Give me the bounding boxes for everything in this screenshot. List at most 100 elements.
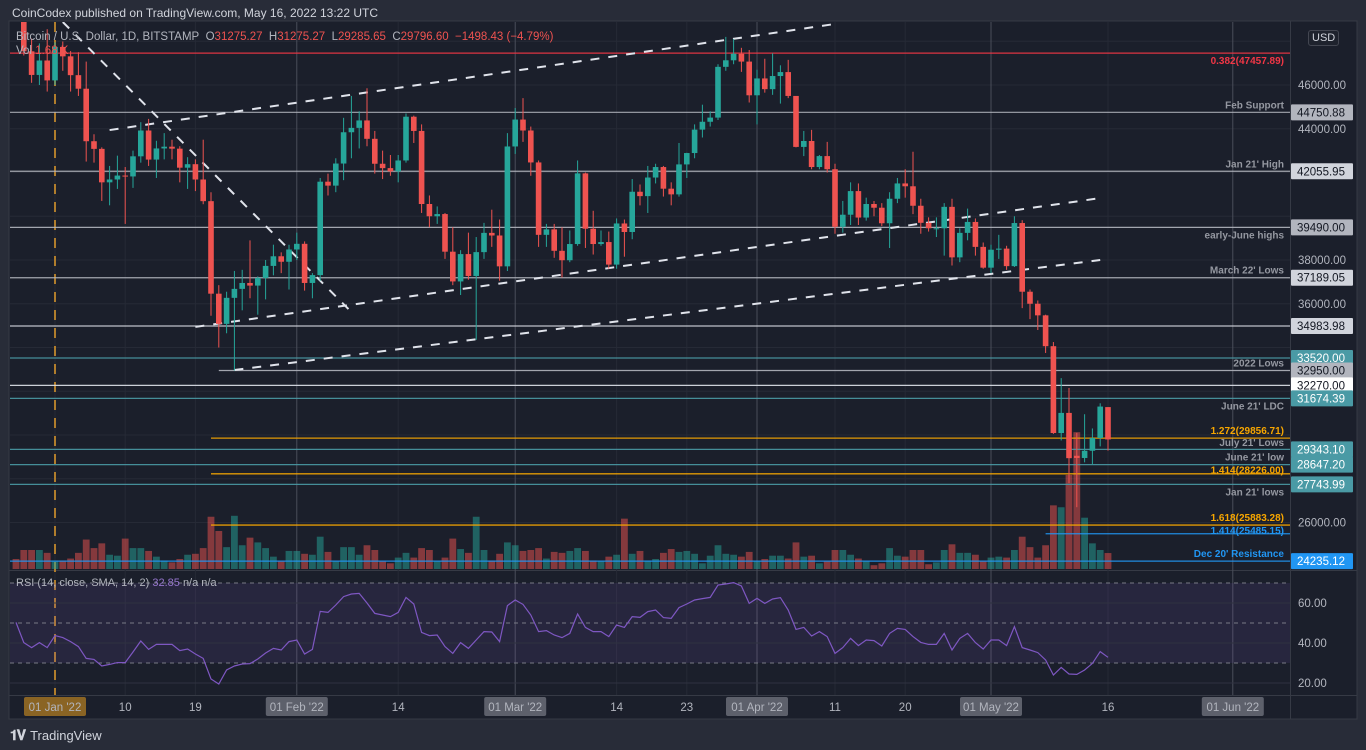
volume-bar xyxy=(231,515,238,569)
volume-bar xyxy=(948,544,956,569)
price-level-badge-text: 32270.00 xyxy=(1297,380,1345,392)
time-tick-label: 01 Feb '22 xyxy=(270,702,324,714)
volume-bar xyxy=(1065,474,1073,569)
candle xyxy=(793,95,799,148)
candle-body xyxy=(138,130,144,157)
level-label: Dec 20' Resistance xyxy=(1194,549,1285,560)
candle-body xyxy=(738,53,745,62)
close-label: C xyxy=(392,31,401,43)
price-level-badge[interactable] xyxy=(1291,350,1353,366)
candle-body xyxy=(426,204,433,217)
candle-body xyxy=(473,252,479,276)
volume-bar xyxy=(566,550,574,569)
candle xyxy=(863,197,869,221)
volume-bar xyxy=(106,554,113,569)
rsi-label[interactable]: RSI (14, close, SMA, 14, 2) xyxy=(16,577,150,589)
volume-bar xyxy=(1003,557,1010,569)
price-tick-label: 26000.00 xyxy=(1298,518,1346,530)
candle-body xyxy=(551,229,557,251)
candle-body xyxy=(941,206,947,229)
time-axis[interactable]: 01 Jan '22 10 19 01 Feb '22 14 01 Mar '22 14 23… xyxy=(24,697,1264,716)
volume-bar xyxy=(1011,550,1018,569)
price-level-badge[interactable] xyxy=(1291,390,1353,407)
candle-body xyxy=(489,232,495,236)
symbol-title[interactable]: Bitcoin / U.S. Dollar, 1D, BITSTAMP xyxy=(16,31,200,43)
candle-body xyxy=(824,156,830,170)
candle xyxy=(988,244,994,274)
volume-bar xyxy=(784,558,792,569)
price-level-badge[interactable] xyxy=(1291,362,1353,379)
volume-bar xyxy=(847,554,854,569)
candle xyxy=(504,133,511,271)
time-tick-label: 10 xyxy=(119,702,132,714)
candle-body xyxy=(535,162,542,235)
volume-bar xyxy=(472,516,480,569)
candle-body xyxy=(325,181,331,186)
candle xyxy=(395,155,401,183)
candle-body xyxy=(684,153,690,165)
candle-body xyxy=(403,116,409,161)
candle-body xyxy=(52,46,58,81)
candle xyxy=(442,212,448,259)
trendline-upper-channel[interactable] xyxy=(109,22,836,132)
volume-bar xyxy=(917,550,925,569)
level-label: 2022 Lows xyxy=(1233,358,1284,369)
volume-bar xyxy=(457,549,464,569)
price-level-badge[interactable] xyxy=(1291,456,1353,473)
candle xyxy=(270,244,277,276)
candle xyxy=(699,104,706,138)
price-level-badge[interactable] xyxy=(1291,377,1353,394)
price-level-badge[interactable] xyxy=(1291,476,1353,493)
candle xyxy=(21,22,27,56)
volume-bar xyxy=(246,537,254,569)
price-level-badge[interactable] xyxy=(1291,553,1353,570)
price-level-badge[interactable] xyxy=(1291,269,1353,286)
price-axis[interactable]: 46000.00 44000.00 38000.00 36000.00 26000.00… xyxy=(1291,80,1353,690)
footer-brand[interactable]: TradingView xyxy=(30,728,102,743)
candle-body xyxy=(1058,412,1064,434)
candle xyxy=(567,230,573,263)
volume-bar xyxy=(363,545,371,569)
rsi-line[interactable] xyxy=(15,581,1109,685)
volume-bar xyxy=(667,549,675,569)
candle xyxy=(871,200,877,217)
candle-body xyxy=(99,148,105,183)
candle-body xyxy=(676,164,682,195)
candle-body xyxy=(707,117,713,122)
volume-bar xyxy=(67,558,74,569)
currency-badge[interactable]: USD xyxy=(1308,30,1340,46)
candle-body xyxy=(1003,248,1010,267)
price-level-badge-text: 24235.12 xyxy=(1297,556,1345,568)
time-badge xyxy=(265,697,328,716)
volume-bar xyxy=(706,555,714,569)
candle-body xyxy=(177,148,183,168)
candle-body xyxy=(723,60,729,67)
candle xyxy=(262,260,269,300)
candle-body xyxy=(317,181,323,276)
candle-body xyxy=(996,248,1002,250)
price-level-badge[interactable] xyxy=(1291,317,1353,334)
time-tick-label: 14 xyxy=(610,702,623,714)
rsi-pane[interactable] xyxy=(10,581,1290,685)
candle-body xyxy=(481,232,487,253)
candle xyxy=(1081,414,1088,463)
time-badge xyxy=(960,697,1022,716)
candle xyxy=(145,118,152,166)
price-level-badge[interactable] xyxy=(1291,104,1353,121)
price-tick-label: 44000.00 xyxy=(1298,124,1346,136)
candle xyxy=(294,232,300,260)
candle-body xyxy=(699,121,706,130)
price-level-badge[interactable] xyxy=(1291,441,1353,458)
trendline-descending-line[interactable] xyxy=(62,22,353,313)
volume-bar xyxy=(769,555,776,569)
candle-body xyxy=(442,214,448,252)
candle xyxy=(465,232,472,280)
candle-body xyxy=(574,173,581,245)
candle-body xyxy=(754,78,760,96)
trendline-lower-channel[interactable] xyxy=(234,259,1101,372)
candle xyxy=(933,217,940,238)
candle-body xyxy=(387,168,394,172)
price-level-badge[interactable] xyxy=(1291,219,1353,236)
price-level-badge[interactable] xyxy=(1291,163,1353,180)
